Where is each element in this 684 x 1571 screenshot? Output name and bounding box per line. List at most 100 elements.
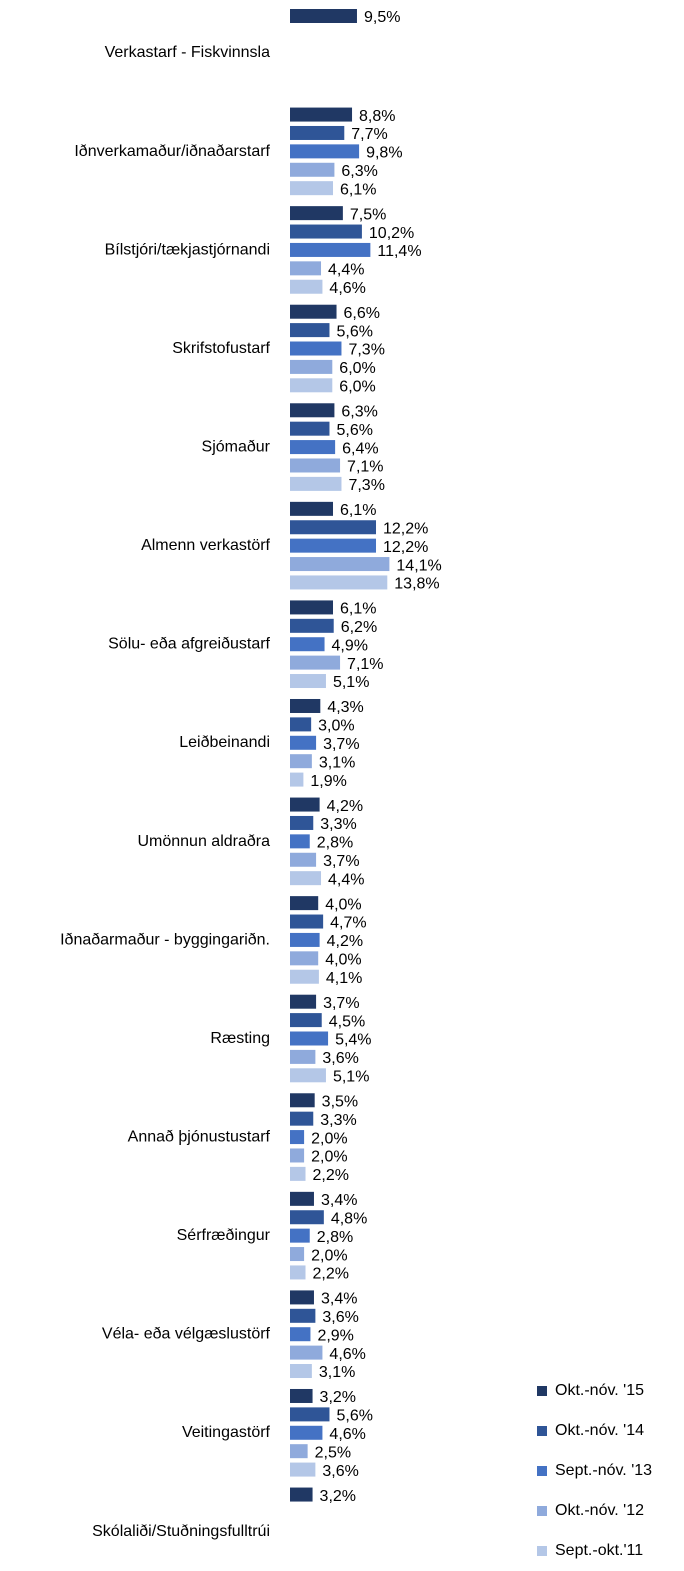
legend-label: Sept.-nóv. '13 [555, 1462, 652, 1479]
value-label: 6,1% [340, 502, 376, 519]
value-label: 4,0% [325, 896, 361, 913]
bar [290, 871, 322, 886]
value-label: 4,2% [327, 798, 363, 815]
bar [290, 421, 330, 436]
value-label: 5,1% [333, 674, 369, 691]
bar [290, 538, 377, 553]
bar [290, 575, 388, 590]
bar [290, 1148, 305, 1163]
value-label: 14,1% [396, 557, 441, 574]
value-label: 11,4% [377, 243, 421, 260]
bar [290, 341, 342, 356]
bar [290, 1031, 329, 1046]
bar [290, 951, 319, 966]
bar [290, 1290, 314, 1305]
value-label: 4,1% [326, 970, 362, 987]
bar [290, 242, 371, 257]
bar [290, 698, 321, 713]
bar [290, 1068, 326, 1083]
value-label: 9,5% [364, 9, 400, 26]
value-label: 3,5% [322, 1093, 358, 1110]
value-label: 12,2% [383, 520, 428, 537]
legend-swatch [537, 1546, 547, 1556]
value-label: 2,0% [311, 1247, 347, 1264]
value-label: 7,3% [348, 342, 384, 359]
category-label: Skrifstofustarf [172, 340, 270, 357]
bar [290, 772, 304, 787]
category-label: Leiðbeinandi [179, 734, 270, 751]
category-label: Sérfræðingur [177, 1227, 271, 1244]
value-label: 3,7% [323, 995, 359, 1012]
bar [290, 206, 343, 221]
bar [290, 1111, 314, 1126]
category-label: Iðnaðarmaður - byggingariðn. [60, 931, 270, 948]
bar [290, 476, 342, 491]
bar [290, 600, 334, 615]
bar [290, 323, 330, 338]
value-label: 6,6% [344, 305, 380, 322]
bar [290, 1130, 305, 1145]
bar [290, 735, 317, 750]
category-label: Almenn verkastörf [141, 537, 270, 554]
value-label: 5,4% [335, 1032, 371, 1049]
legend-swatch [537, 1466, 547, 1476]
value-label: 6,3% [341, 403, 377, 420]
bar [290, 1407, 330, 1422]
value-label: 3,3% [320, 1112, 356, 1129]
value-label: 4,8% [331, 1210, 367, 1227]
value-label: 1,9% [310, 773, 346, 790]
value-label: 7,1% [347, 459, 383, 476]
bar [290, 144, 360, 159]
bar [290, 1013, 322, 1028]
bar [290, 1308, 316, 1323]
value-label: 3,0% [318, 718, 354, 735]
value-label: 3,4% [321, 1291, 357, 1308]
value-label: 4,4% [328, 262, 364, 279]
bar [290, 1191, 314, 1206]
bar [290, 1265, 306, 1280]
value-label: 2,8% [317, 835, 353, 852]
value-label: 12,2% [383, 539, 428, 556]
bar [290, 261, 322, 276]
value-label: 6,4% [342, 440, 378, 457]
value-label: 3,2% [320, 1488, 356, 1505]
value-label: 3,4% [321, 1192, 357, 1209]
value-label: 2,0% [311, 1149, 347, 1166]
bar [290, 1166, 306, 1181]
category-label: Bílstjóri/tækjastjórnandi [105, 241, 270, 258]
bar [290, 1228, 310, 1243]
value-label: 7,7% [351, 126, 387, 143]
bar [290, 1388, 313, 1403]
value-label: 6,1% [340, 601, 376, 618]
bar [290, 1327, 311, 1342]
value-label: 2,8% [317, 1229, 353, 1246]
value-label: 2,2% [313, 1167, 349, 1184]
bar [290, 125, 345, 140]
value-label: 4,0% [325, 952, 361, 969]
value-label: 4,2% [327, 933, 363, 950]
value-label: 3,6% [322, 1463, 358, 1480]
category-label: Sölu- eða afgreiðustarf [108, 636, 270, 653]
bar [290, 655, 341, 670]
bar [290, 1049, 316, 1064]
value-label: 3,6% [322, 1309, 358, 1326]
bar [290, 1444, 308, 1459]
value-label: 5,1% [333, 1069, 369, 1086]
value-label: 7,5% [350, 206, 386, 223]
bar [290, 1364, 312, 1379]
value-label: 4,7% [330, 915, 366, 932]
category-label: Veitingastörf [182, 1424, 271, 1441]
bar [290, 852, 317, 867]
value-label: 4,6% [329, 1346, 365, 1363]
value-label: 2,2% [313, 1266, 349, 1283]
category-label: Annað þjónustustarf [128, 1128, 271, 1145]
bar [290, 520, 377, 535]
value-label: 2,0% [311, 1130, 347, 1147]
bar [290, 224, 362, 239]
category-label: Iðnverkamaður/iðnaðarstarf [74, 143, 270, 160]
legend-swatch [537, 1386, 547, 1396]
value-label: 2,5% [315, 1444, 351, 1461]
value-label: 9,8% [366, 145, 402, 162]
legend-swatch [537, 1506, 547, 1516]
bar [290, 304, 337, 319]
